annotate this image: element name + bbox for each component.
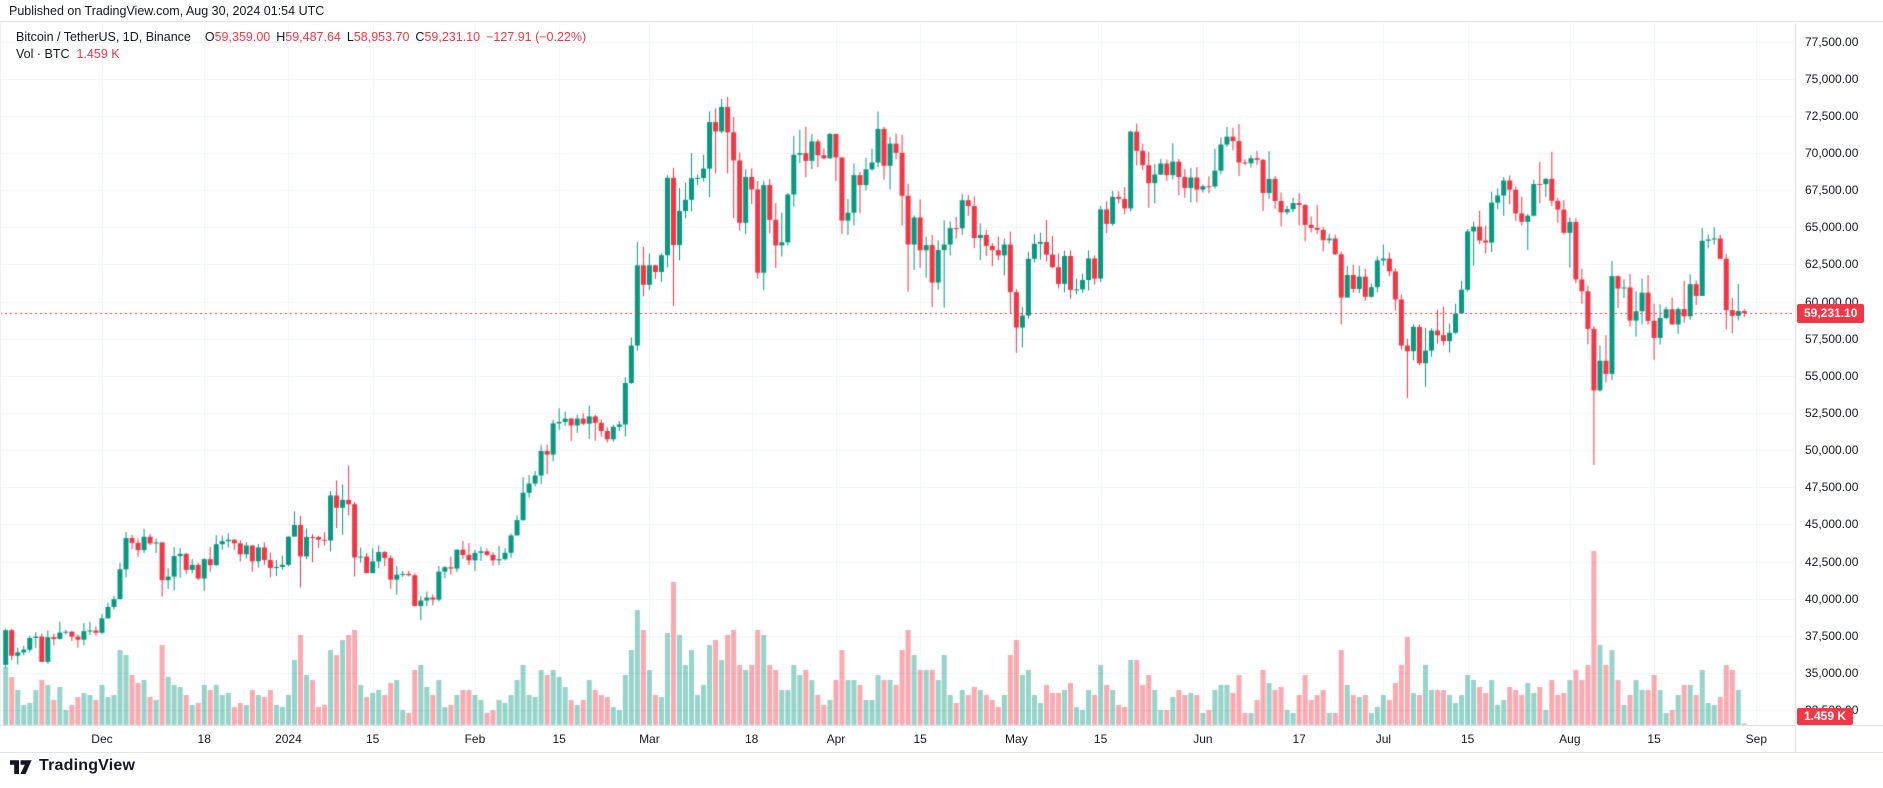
time-tick-label: Aug [1559, 732, 1581, 746]
legend-ohlc-value: 59,487.64 [285, 30, 341, 44]
last-volume-value: 1.459 K [1804, 709, 1847, 723]
time-tick-label: 2024 [275, 732, 302, 746]
price-tick-label: 47,500.00 [1805, 480, 1859, 495]
price-tick-label: 72,500.00 [1805, 108, 1859, 123]
price-tick-label: 70,000.00 [1805, 146, 1859, 160]
price-tick-label: 62,500.00 [1805, 257, 1859, 272]
time-tick-label: 18 [197, 732, 211, 746]
price-tick-label: 52,500.00 [1805, 406, 1859, 420]
legend-ohlc-key: H [276, 30, 286, 44]
time-tick-label: 15 [1460, 732, 1475, 746]
chart-legend: Bitcoin / TetherUS, 1D, Binance O59,359.0… [16, 29, 586, 63]
legend-ohlc-value: 59,359.00 [214, 30, 271, 44]
time-tick-label: 15 [552, 732, 566, 746]
price-tick-label: 45,000.00 [1805, 517, 1859, 532]
price-tick-label: 65,000.00 [1805, 220, 1859, 235]
price-scale[interactable]: 77,500.00 75,000.00 72,500.00 70,000.00 67,5… [1795, 23, 1883, 753]
time-tick-label: 18 [744, 732, 759, 746]
time-tick-label: 17 [1292, 732, 1306, 746]
plot-left-border [0, 23, 1, 725]
time-tick-label: Apr [826, 732, 846, 746]
volume-value: 1.459 K [76, 47, 120, 61]
time-tick-label: 15 [1093, 732, 1108, 746]
price-tick-label: 35,000.00 [1805, 666, 1859, 680]
legend-symbol-row: Bitcoin / TetherUS, 1D, Binance O59,359.0… [16, 29, 586, 46]
legend-ohlc-key: O [204, 30, 215, 44]
tradingview-footer[interactable]: TradingView [10, 757, 135, 775]
price-tick-label: 42,500.00 [1805, 554, 1859, 569]
publish-header: Published on TradingView.com, Aug 30, 20… [0, 0, 1883, 22]
price-tick-label: 57,500.00 [1805, 331, 1859, 346]
legend-ohlc-key: C [415, 30, 425, 44]
tradingview-brand-text: TradingView [39, 757, 136, 774]
price-tick-label: 37,500.00 [1805, 628, 1859, 643]
symbol-title: Bitcoin / TetherUS, 1D, Binance [16, 30, 191, 44]
price-tick-label: 40,000.00 [1805, 591, 1859, 606]
time-tick-label: 15 [913, 732, 927, 746]
volume-label: Vol · BTC [16, 47, 70, 61]
published-text: Published on TradingView.com, Aug 30, 20… [9, 3, 325, 18]
legend-ohlc-value: 59,231.10 [424, 30, 481, 44]
time-tick-label: Dec [91, 732, 113, 746]
legend-ohlc-value: 58,953.70 [353, 30, 410, 44]
legend-volume-row: Vol · BTC 1.459 K [16, 46, 586, 63]
time-tick-label: Jul [1375, 732, 1392, 746]
last-volume-badge: 1.459 K [1797, 708, 1854, 725]
time-tick-label: Mar [639, 732, 660, 746]
price-tick-label: 67,500.00 [1805, 183, 1859, 198]
legend-ohlc-key: L [346, 30, 354, 44]
time-tick-label: Jun [1193, 732, 1213, 746]
tradingview-logo-icon [10, 760, 32, 774]
price-tick-label: 50,000.00 [1805, 443, 1859, 458]
price-tick-label: 55,000.00 [1805, 368, 1859, 383]
legend-change: −127.91 (−0.22%) [486, 30, 587, 44]
legend-ohlc: O59,359.00 H59,487.64 L58,953.70 C59,231.10 [199, 30, 480, 44]
time-tick-label: 15 [1647, 732, 1661, 746]
time-tick-label: Sep [1745, 732, 1768, 746]
last-price-badge: 59,231.10 [1797, 303, 1865, 323]
time-scale[interactable]: Dec 18 2024 15 Feb 15 Mar 18 Apr 15 May 15 Jun 17 Jul 1… [0, 725, 1883, 753]
time-tick-label: Feb [464, 732, 486, 746]
time-tick-label: May [1005, 732, 1028, 746]
price-tick-label: 77,500.00 [1805, 34, 1859, 49]
time-tick-label: 15 [365, 732, 380, 746]
last-price-value: 59,231.10 [1804, 305, 1858, 320]
price-tick-label: 75,000.00 [1805, 71, 1859, 86]
